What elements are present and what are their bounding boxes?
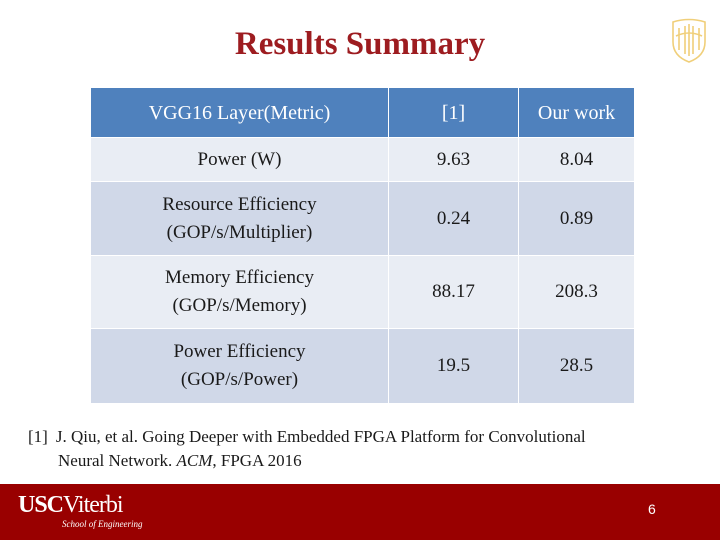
citation-marker: [1] <box>28 427 48 446</box>
our-work-value: 0.89 <box>518 181 635 256</box>
metric-unit: (GOP/s/Power) <box>180 369 299 390</box>
our-work-value: 8.04 <box>518 137 635 182</box>
footer-bar: USCViterbi School of Engineering 6 <box>0 484 720 540</box>
header-metric: VGG16 Layer(Metric) <box>90 87 389 138</box>
table-row: Memory Efficiency (GOP/s/Memory) 88.17 2… <box>90 255 635 329</box>
citation-venue: ACM <box>176 451 213 470</box>
results-table: VGG16 Layer(Metric) [1] Our work Power (… <box>90 87 635 404</box>
logo-subtitle: School of Engineering <box>62 519 143 529</box>
citation-line-2: Neural Network. ACM, FPGA 2016 <box>28 449 708 473</box>
reference-value: 88.17 <box>388 255 519 329</box>
logo-usc: USC <box>18 492 64 518</box>
table-row: Power (W) 9.63 8.04 <box>90 137 635 182</box>
reference-value: 19.5 <box>388 328 519 404</box>
usc-seal-icon <box>672 18 706 63</box>
header-our-work: Our work <box>518 87 635 138</box>
citation-title-end: Neural Network. <box>58 451 173 470</box>
metric-cell: Resource Efficiency (GOP/s/Multiplier) <box>90 181 389 256</box>
metric-name: Resource Efficiency <box>162 193 317 215</box>
metric-name: Power Efficiency <box>173 341 306 362</box>
our-work-value: 28.5 <box>518 328 635 404</box>
header-reference: [1] <box>388 87 519 138</box>
citation-line-1: J. Qiu, et al. Going Deeper with Embedde… <box>55 427 586 446</box>
table-row: Resource Efficiency (GOP/s/Multiplier) 0… <box>90 181 635 256</box>
usc-viterbi-logo: USCViterbi School of Engineering <box>18 492 143 530</box>
metric-name: Memory Efficiency <box>165 267 314 288</box>
page-number: 6 <box>648 501 656 517</box>
metric-unit: (GOP/s/Memory) <box>172 295 307 316</box>
citation: [1] J. Qiu, et al. Going Deeper with Embe… <box>28 425 708 473</box>
reference-value: 0.24 <box>388 181 519 256</box>
our-work-value: 208.3 <box>518 255 635 329</box>
metric-cell: Memory Efficiency (GOP/s/Memory) <box>90 255 389 329</box>
citation-event: , FPGA 2016 <box>212 451 302 470</box>
metric-name: Power (W) <box>197 148 282 170</box>
metric-unit: (GOP/s/Multiplier) <box>166 221 313 243</box>
slide-title: Results Summary <box>234 26 486 62</box>
table-header-row: VGG16 Layer(Metric) [1] Our work <box>90 87 635 138</box>
metric-cell: Power (W) <box>90 137 389 182</box>
metric-cell: Power Efficiency (GOP/s/Power) <box>90 328 389 404</box>
reference-value: 9.63 <box>388 137 519 182</box>
table-row: Power Efficiency (GOP/s/Power) 19.5 28.5 <box>90 328 635 404</box>
logo-viterbi: Viterbi <box>63 492 124 518</box>
